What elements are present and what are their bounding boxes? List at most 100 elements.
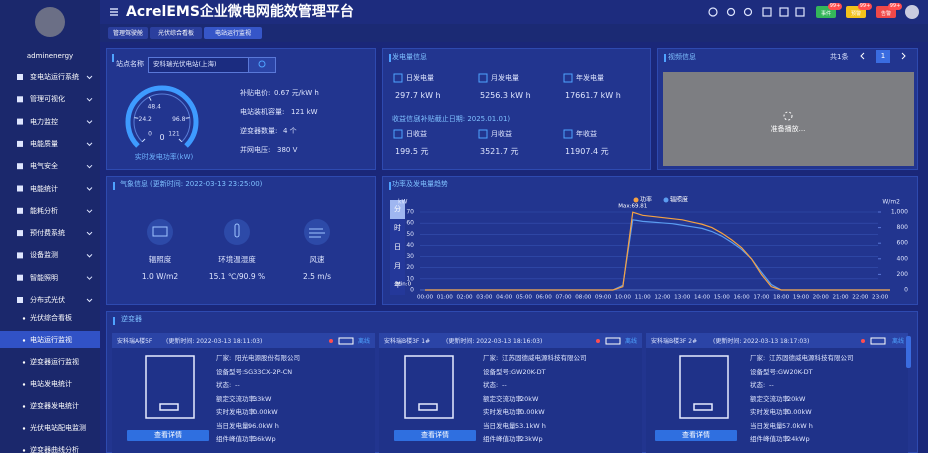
detail-button[interactable]: [394, 430, 476, 441]
period-tab-label[interactable]: 月: [394, 262, 401, 270]
period-tab[interactable]: [390, 276, 405, 295]
search-button[interactable]: [248, 57, 276, 73]
user-avatar[interactable]: [905, 5, 919, 19]
field-value: 20kW: [520, 394, 539, 403]
info-value: 380 V: [277, 146, 298, 154]
tab[interactable]: [204, 27, 262, 39]
legend-label: 功率: [640, 196, 652, 204]
icons: [258, 60, 793, 139]
field-value: --: [502, 381, 507, 389]
series-line: [425, 211, 890, 291]
submenu-item: 光伏综合看板: [30, 314, 72, 322]
page-button[interactable]: [876, 50, 890, 63]
generation-panel: [382, 48, 651, 170]
panel-title: 视频信息: [668, 53, 696, 61]
detail-button[interactable]: [127, 430, 209, 441]
weather-value: 1.0 W/m2: [141, 272, 179, 281]
x-tick-label: 19:00: [793, 295, 810, 301]
period-tab-label[interactable]: 日: [394, 243, 401, 251]
submenu-item: 电站发电统计: [30, 380, 72, 388]
x-tick-label: 07:00: [555, 295, 572, 301]
badge[interactable]: [816, 3, 842, 18]
section-note: (补贴截止日期: 2025.01.01): [418, 115, 511, 123]
menu-toggle[interactable]: [110, 8, 118, 16]
field-label: 设备型号:: [750, 367, 779, 376]
badge[interactable]: [876, 3, 902, 18]
x-tick-label: 18:00: [773, 295, 790, 301]
legend-label: 辐照度: [670, 196, 688, 204]
detail-button-label[interactable]: 查看详情: [682, 431, 710, 439]
field-label: 设备型号:: [483, 367, 512, 376]
period-tab[interactable]: [390, 219, 405, 238]
y-tick-label: 10: [406, 275, 414, 282]
detail-button-label[interactable]: 查看详情: [421, 431, 449, 439]
weather-icons: [147, 219, 330, 245]
period-tab-label[interactable]: 年: [394, 281, 401, 289]
gauge-tick-label: 24.2: [139, 116, 153, 123]
income-label: 月收益: [491, 130, 512, 138]
tab[interactable]: [108, 27, 148, 39]
legend-swatch: [633, 197, 639, 203]
info-label: 补贴电价:: [240, 89, 271, 97]
trend-panel: [382, 176, 918, 305]
detail-button[interactable]: [655, 430, 737, 441]
x-tick-label: 15:00: [714, 295, 731, 301]
gauge-value-label: 0: [159, 133, 165, 142]
x-tick-label: 10:00: [615, 295, 632, 301]
field-label: 组件峰值功率:: [750, 435, 792, 443]
menu-icon: [17, 185, 23, 192]
menu-arrow: [86, 209, 93, 214]
inverter-updated: (更新时间: 2022-03-13 18:11:03): [166, 338, 263, 345]
field-value: 20kW: [787, 394, 806, 403]
badge-label: 告警: [880, 11, 892, 17]
panel-title: 发电量信息: [392, 53, 427, 61]
field-value: GW20K-DT: [511, 367, 546, 376]
field-label: 实时发电功率:: [483, 408, 525, 416]
tab-label: 光伏综合看板: [157, 30, 195, 37]
menu-item: 管理可视化: [30, 95, 65, 104]
income-label: 年收益: [576, 130, 597, 138]
field-label: 状态:: [216, 381, 232, 389]
weather-label: 辐照度: [148, 255, 172, 264]
submenu-item: 逆变器运行监视: [30, 358, 79, 366]
period-tab[interactable]: [390, 257, 405, 276]
page-number[interactable]: 1: [880, 52, 886, 60]
info-value: 121 kW: [291, 108, 318, 116]
info-value: 4 个: [283, 127, 297, 135]
detail-button-label[interactable]: 查看详情: [154, 431, 182, 439]
field-label: 实时发电功率:: [750, 408, 792, 416]
menu-item: 电气安全: [30, 162, 58, 171]
field-value: 江苏固德威电源科技有限公司: [502, 354, 587, 362]
badge[interactable]: [846, 3, 872, 18]
submenu-item: 电站运行监视: [30, 336, 72, 344]
menu-arrow: [86, 254, 93, 258]
period-tab[interactable]: [390, 238, 405, 257]
menu-arrow: [86, 298, 93, 303]
field-label: 当日发电量:: [483, 421, 518, 430]
video-player[interactable]: [663, 72, 914, 166]
badge-count: 99+: [859, 3, 871, 9]
income-value: 199.5 元: [395, 147, 429, 156]
y2-axis-title: W/m2: [882, 199, 900, 206]
period-tab-label[interactable]: 分: [394, 205, 401, 213]
tab-bar: [100, 24, 928, 42]
badge-label: 事件: [820, 11, 832, 17]
field-label: 厂家:: [483, 354, 499, 362]
tab[interactable]: [150, 27, 202, 39]
field-label: 额定交流功率:: [750, 394, 792, 403]
weather-label: 风速: [309, 255, 325, 264]
gen-value: 5256.3 kW h: [480, 91, 531, 100]
username: adminenergy: [26, 52, 74, 60]
menu-icon: [17, 207, 23, 214]
y2-tick-label: 200: [897, 271, 909, 278]
x-tick-label: 17:00: [753, 295, 770, 301]
menu-item: 预付费系统: [30, 229, 65, 238]
period-tab-label[interactable]: 时: [394, 224, 401, 232]
submenu-item: 逆变器曲线分析: [30, 446, 79, 453]
period-tab[interactable]: [390, 200, 405, 219]
video-status: 准备播放...: [770, 125, 806, 133]
badge-count: 99+: [829, 3, 841, 9]
field-value: 53.1kW h: [515, 421, 546, 430]
gauge-tick: [134, 117, 139, 119]
